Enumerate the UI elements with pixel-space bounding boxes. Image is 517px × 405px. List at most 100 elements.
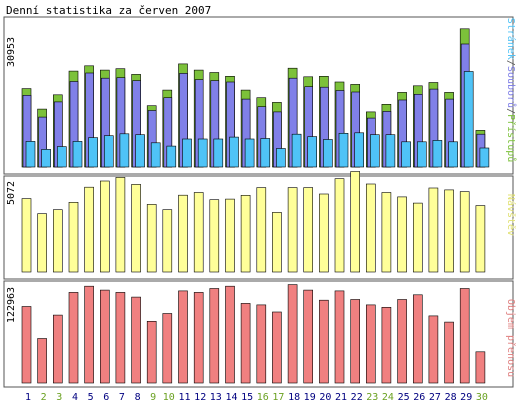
x-tick-label-5: 5 <box>88 392 94 403</box>
visits-bar-29 <box>459 191 470 273</box>
visits-bar-30 <box>475 205 486 273</box>
x-tick-label-14: 14 <box>225 392 237 403</box>
traffic-bar-1 <box>21 306 32 384</box>
pages-bar-7 <box>119 133 130 168</box>
pages-bar-1 <box>25 141 36 168</box>
x-tick-label-20: 20 <box>319 392 331 403</box>
pages-bar-11 <box>182 138 192 168</box>
x-tick-label-2: 2 <box>41 392 47 403</box>
visits-bar-10 <box>162 209 173 273</box>
traffic-bar-15 <box>240 303 251 384</box>
pages-bar-30 <box>479 147 490 168</box>
visits-bar-13 <box>209 199 220 273</box>
x-tick-label-21: 21 <box>335 392 347 403</box>
traffic-bar-2 <box>37 338 47 384</box>
traffic-bar-25 <box>397 299 407 384</box>
panel-traffic <box>3 280 514 388</box>
visits-bar-16 <box>256 187 267 273</box>
traffic-bar-18 <box>287 284 298 384</box>
visits-bar-17 <box>272 212 282 273</box>
traffic-bar-16 <box>256 304 267 384</box>
traffic-bar-17 <box>272 311 282 384</box>
traffic-bar-24 <box>381 306 392 384</box>
legend-separator-1: / <box>505 60 516 66</box>
visits-bar-24 <box>381 192 392 273</box>
visits-bar-26 <box>412 202 423 273</box>
traffic-bar-7 <box>115 292 126 384</box>
pages-bar-17 <box>276 148 286 168</box>
hits-ymax-label: 30953 <box>6 37 17 67</box>
traffic-bar-30 <box>475 351 486 384</box>
legend-hits: Přístupů <box>505 114 517 162</box>
x-tick-label-17: 17 <box>272 392 284 403</box>
pages-bar-24 <box>385 134 396 168</box>
traffic-bar-20 <box>319 299 329 384</box>
x-tick-label-12: 12 <box>194 392 206 403</box>
traffic-bar-21 <box>334 290 345 384</box>
pages-bar-21 <box>338 133 349 168</box>
traffic-bar-3 <box>52 314 63 384</box>
visits-bar-18 <box>287 187 298 273</box>
x-tick-label-16: 16 <box>257 392 269 403</box>
pages-bar-9 <box>150 142 161 168</box>
pages-bar-10 <box>166 145 177 168</box>
traffic-bar-19 <box>303 289 314 384</box>
visits-bar-8 <box>131 184 141 273</box>
x-tick-label-18: 18 <box>288 392 300 403</box>
traffic-bar-11 <box>178 290 188 384</box>
traffic-ymax-label: 122963 <box>6 287 17 323</box>
panel-visits <box>3 175 514 280</box>
visits-bar-21 <box>334 178 345 273</box>
pages-bar-13 <box>213 138 224 168</box>
traffic-bar-14 <box>225 285 235 384</box>
x-tick-label-8: 8 <box>135 392 141 403</box>
visits-bar-11 <box>178 194 188 273</box>
pages-bar-3 <box>56 146 67 168</box>
x-tick-label-28: 28 <box>445 392 457 403</box>
bars-layer <box>21 28 490 384</box>
pages-bar-28 <box>448 141 458 168</box>
x-tick-label-25: 25 <box>398 392 410 403</box>
pages-bar-14 <box>229 136 239 168</box>
traffic-bar-29 <box>459 288 470 384</box>
x-tick-label-26: 26 <box>413 392 425 403</box>
pages-bar-8 <box>135 134 145 168</box>
traffic-bar-6 <box>100 289 110 384</box>
x-tick-label-19: 19 <box>304 392 316 403</box>
x-tick-label-3: 3 <box>56 392 62 403</box>
traffic-bar-13 <box>209 288 220 384</box>
visits-bar-1 <box>21 198 32 273</box>
traffic-legend: Objem přenosu <box>505 299 517 377</box>
pages-bar-6 <box>104 135 114 168</box>
visits-ymax-label: 5072 <box>6 181 17 205</box>
visits-bar-28 <box>444 189 454 273</box>
legend-files: Souborů <box>505 66 517 108</box>
legend-separator-2: / <box>505 108 516 114</box>
hits-legend: Stránek/Souborů/Přístupů <box>505 18 517 163</box>
visits-bar-22 <box>350 171 361 273</box>
traffic-bar-28 <box>444 321 454 384</box>
traffic-bar-5 <box>84 285 94 384</box>
x-tick-label-11: 11 <box>178 392 190 403</box>
visits-bar-20 <box>319 193 329 273</box>
traffic-bar-9 <box>146 320 157 384</box>
x-tick-label-7: 7 <box>119 392 125 403</box>
pages-bar-18 <box>291 133 302 168</box>
x-tick-label-30: 30 <box>476 392 488 403</box>
legend-pages: Stránek <box>505 18 517 60</box>
visits-bar-4 <box>68 202 79 273</box>
traffic-bar-12 <box>193 292 204 384</box>
pages-bar-25 <box>401 141 411 168</box>
x-tick-label-24: 24 <box>382 392 394 403</box>
x-tick-label-6: 6 <box>103 392 109 403</box>
visits-bar-27 <box>428 187 439 273</box>
traffic-bar-10 <box>162 313 173 384</box>
visits-bar-6 <box>100 180 110 273</box>
pages-bar-2 <box>41 149 51 168</box>
chart-title: Denní statistika za červen 2007 <box>6 4 211 17</box>
traffic-bar-27 <box>428 315 439 384</box>
pages-bar-12 <box>197 138 208 168</box>
traffic-bar-23 <box>365 304 376 384</box>
x-tick-label-9: 9 <box>150 392 156 403</box>
visits-bar-19 <box>303 187 314 273</box>
